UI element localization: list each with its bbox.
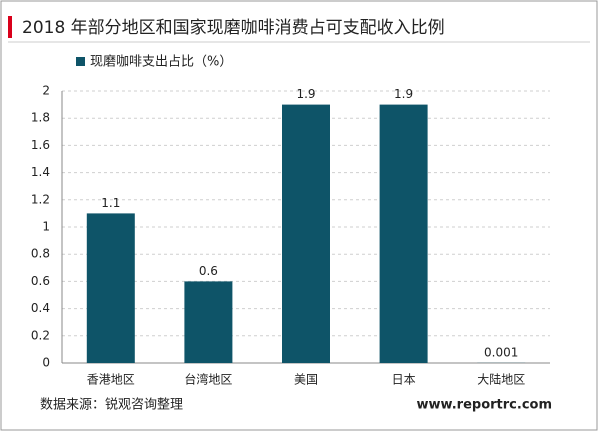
x-tick-label: 香港地区 xyxy=(87,373,135,387)
x-tick-label: 大陆地区 xyxy=(477,372,525,387)
y-tick-label: 0.8 xyxy=(31,247,50,261)
y-tick-label: 2 xyxy=(42,84,50,98)
x-tick-label: 美国 xyxy=(294,373,318,387)
y-tick-label: 0.2 xyxy=(31,328,50,342)
data-label: 0.6 xyxy=(199,264,218,278)
title-accent xyxy=(8,16,12,38)
y-tick-label: 1.2 xyxy=(31,192,50,206)
x-tick-label: 台湾地区 xyxy=(184,372,232,387)
source: 数据来源：锐观咨询整理 xyxy=(40,398,183,413)
data-label: 0.001 xyxy=(484,345,518,359)
y-tick-label: 1.6 xyxy=(31,138,50,152)
y-tick-label: 0.6 xyxy=(31,274,50,288)
y-tick-label: 0.4 xyxy=(31,301,50,315)
watermark: www.reportrc.com xyxy=(417,398,552,413)
legend-swatch xyxy=(76,57,85,66)
data-label: 1.9 xyxy=(296,87,315,101)
y-tick-label: 1.8 xyxy=(31,111,50,125)
y-tick-label: 1.4 xyxy=(31,165,50,179)
bar xyxy=(379,104,428,363)
x-tick-label: 日本 xyxy=(392,373,416,387)
chart-title: 2018 年部分地区和国家现磨咖啡消费占可支配收入比例 xyxy=(22,18,445,38)
bar xyxy=(184,281,233,363)
y-tick-label: 0 xyxy=(42,356,50,370)
y-tick-label: 1 xyxy=(42,220,50,234)
bar xyxy=(282,104,330,363)
data-label: 1.1 xyxy=(101,196,120,210)
legend-label: 现磨咖啡支出占比（%） xyxy=(90,55,232,70)
data-label: 1.9 xyxy=(394,87,413,101)
bar xyxy=(86,213,135,363)
